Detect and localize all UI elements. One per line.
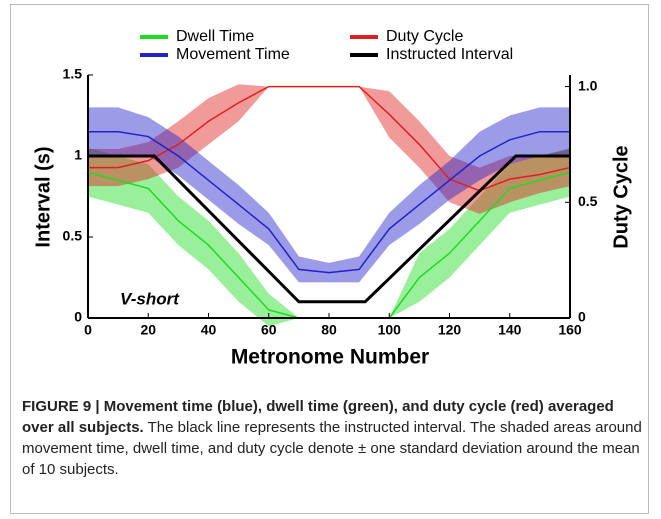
x-axis-label: Metronome Number (231, 346, 429, 369)
y-tick-label: 0.5 (63, 228, 83, 244)
legend-label: Duty Cycle (386, 28, 463, 45)
y2-axis-label: Duty Cycle (610, 145, 632, 248)
x-tick-label: 40 (201, 322, 217, 338)
x-tick-label: 120 (438, 322, 462, 338)
y-tick-label: 1.5 (63, 66, 83, 82)
legend-label: Instructed Interval (386, 46, 513, 63)
x-tick-label: 60 (261, 322, 277, 338)
y-axis-label: Interval (s) (32, 146, 54, 247)
x-tick-label: 20 (140, 322, 156, 338)
y2-tick-label: 0 (578, 309, 586, 325)
y-tick-label: 0 (74, 309, 82, 325)
annotation: V-short (120, 289, 180, 308)
x-tick-label: 0 (84, 322, 92, 338)
std-band (88, 84, 570, 214)
x-tick-label: 140 (498, 322, 522, 338)
std-band (88, 147, 570, 327)
caption: FIGURE 9 | Movement time (blue), dwell t… (22, 396, 642, 480)
caption-text: The black line represents the instructed… (22, 419, 642, 478)
y2-tick-label: 1.0 (578, 77, 598, 93)
std-band (88, 107, 570, 283)
x-tick-label: 160 (558, 322, 582, 338)
caption-bold: FIGURE 9 | Movement time (blue), dwell t… (22, 398, 614, 436)
series-line (88, 154, 570, 304)
y2-tick-label: 0.5 (578, 193, 598, 209)
x-tick-label: 100 (378, 322, 402, 338)
legend-label: Movement Time (176, 46, 290, 63)
series-line (88, 130, 570, 274)
legend-label: Dwell Time (176, 28, 254, 45)
x-tick-label: 80 (321, 322, 337, 338)
figure-frame (10, 4, 649, 514)
chart: V-short Metronome Number Interval (s) Du… (32, 28, 632, 369)
y-tick-label: 1 (74, 147, 82, 163)
